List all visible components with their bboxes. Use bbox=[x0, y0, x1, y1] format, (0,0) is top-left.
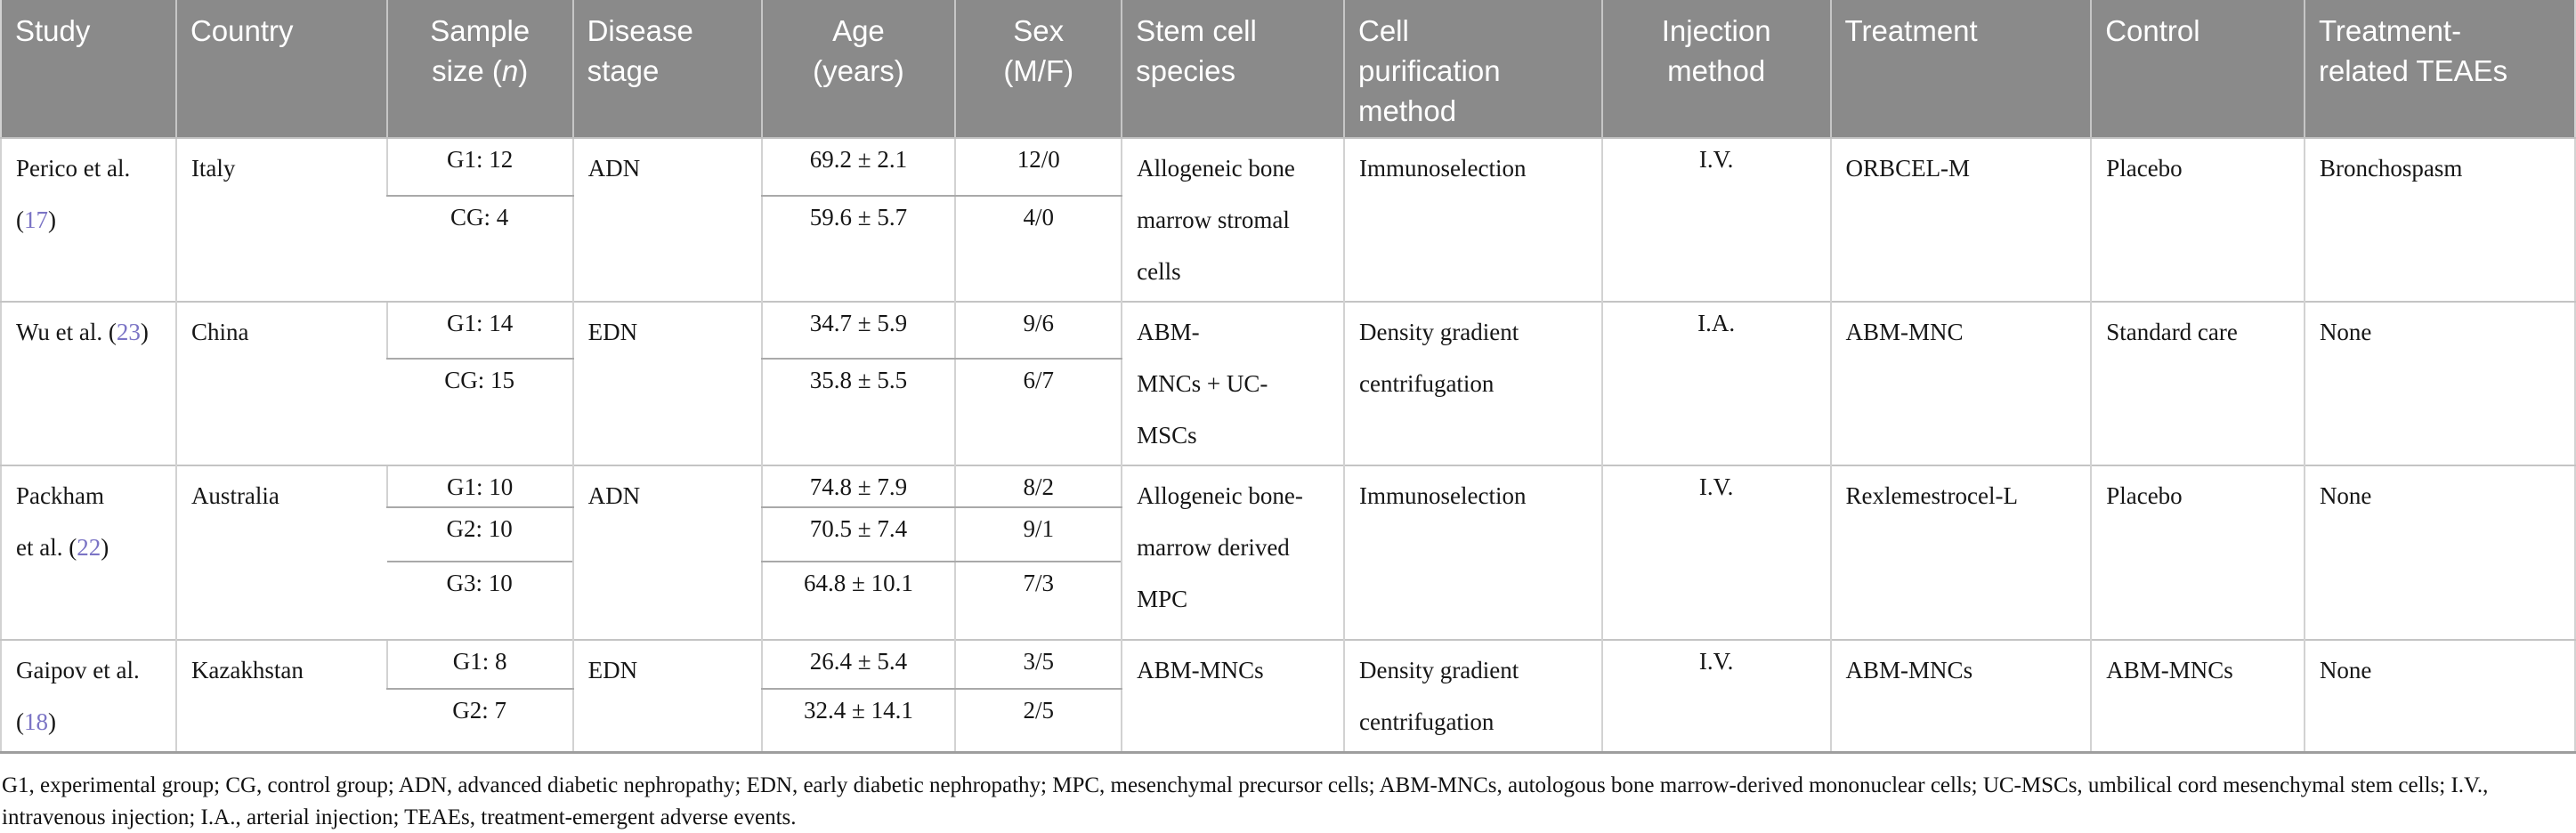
stem-cell-species-cell: Allogeneic bone- marrow derived MPC bbox=[1121, 465, 1344, 641]
header-age: Age (years) bbox=[760, 0, 956, 139]
header-injection-method: Injection method bbox=[1600, 0, 1831, 139]
clinical-studies-table: Study Country Sample size (n) Disease st… bbox=[0, 0, 2576, 755]
disease-stage-cell: ADN bbox=[571, 136, 762, 303]
header-control: Control bbox=[2090, 0, 2305, 139]
table-subrow: G3: 10 64.8 ± 10.1 7/3 bbox=[1, 562, 2575, 641]
age-cell: 34.7 ± 5.9 bbox=[760, 301, 956, 360]
country-cell: Italy bbox=[174, 136, 387, 303]
control-cell: Placebo bbox=[2090, 136, 2305, 303]
header-stem-cell-species: Stem cell species bbox=[1121, 0, 1344, 139]
header-disease-stage: Disease stage bbox=[571, 0, 762, 139]
age-cell: 69.2 ± 2.1 bbox=[760, 137, 956, 197]
age-cell: 70.5 ± 7.4 bbox=[760, 507, 956, 563]
table-header-row: Study Country Sample size (n) Disease st… bbox=[1, 0, 2575, 139]
age-cell: 35.8 ± 5.5 bbox=[760, 358, 956, 466]
disease-stage-cell: EDN bbox=[571, 301, 762, 466]
teaes-cell: None bbox=[2303, 639, 2575, 755]
country-cell: Australia bbox=[174, 465, 387, 641]
citation-link[interactable]: 23 bbox=[116, 319, 141, 346]
treatment-cell: ORBCEL-M bbox=[1829, 136, 2092, 303]
injection-cell: I.V. bbox=[1600, 639, 1831, 755]
table-row: Gaipov et al. (18) Kazakhstan G1: 8 EDN … bbox=[1, 639, 2575, 755]
header-treatment: Treatment bbox=[1829, 0, 2092, 139]
table-row: Packham et al. (22) Australia G1: 10 ADN… bbox=[1, 465, 2575, 641]
treatment-cell: Rexlemestrocel-L bbox=[1829, 465, 2092, 641]
table-subrow: G2: 7 32.4 ± 14.1 2/5 bbox=[1, 689, 2575, 755]
purification-cell: Immunoselection bbox=[1342, 465, 1602, 641]
sample-size-cell: G1: 8 bbox=[385, 639, 573, 691]
teaes-cell: None bbox=[2303, 465, 2575, 641]
disease-stage-cell: EDN bbox=[571, 639, 762, 755]
citation-link[interactable]: 17 bbox=[24, 206, 48, 234]
age-cell: 74.8 ± 7.9 bbox=[760, 465, 956, 509]
stem-cell-species-cell: ABM-MNCs bbox=[1121, 639, 1344, 755]
table-footnote: G1, experimental group; CG, control grou… bbox=[2, 773, 2489, 829]
sex-cell: 7/3 bbox=[954, 562, 1122, 641]
citation-link[interactable]: 18 bbox=[24, 708, 48, 736]
age-cell: 64.8 ± 10.1 bbox=[760, 562, 956, 641]
header-sex: Sex (M/F) bbox=[954, 0, 1122, 139]
study-cell: Packham et al. (22) bbox=[1, 465, 176, 641]
sample-size-cell: G1: 10 bbox=[385, 465, 573, 509]
header-study: Study bbox=[1, 0, 176, 139]
sample-size-cell: G3: 10 bbox=[446, 570, 513, 597]
sex-cell: 12/0 bbox=[954, 137, 1122, 197]
sample-size-cell: G2: 7 bbox=[386, 689, 573, 755]
control-cell: Standard care bbox=[2090, 301, 2305, 466]
country-cell: Kazakhstan bbox=[174, 639, 387, 755]
table-row: Perico et al. (17) Italy G1: 12 ADN 69.2… bbox=[1, 136, 2575, 303]
treatment-cell: ABM-MNCs bbox=[1829, 639, 2092, 755]
header-sample-size: Sample size (n) bbox=[385, 0, 573, 139]
citation-link[interactable]: 22 bbox=[77, 534, 101, 562]
teaes-cell: Bronchospasm bbox=[2303, 136, 2575, 303]
control-cell: ABM-MNCs bbox=[2090, 639, 2305, 755]
sample-size-cell: CG: 15 bbox=[444, 366, 515, 393]
stem-cell-species-cell: Allogeneic bone marrow stromal cells bbox=[1121, 136, 1344, 303]
control-cell: Placebo bbox=[2090, 465, 2305, 641]
sample-size-cell: CG: 4 bbox=[450, 203, 509, 230]
header-teaes: Treatment- related TEAEs bbox=[2303, 0, 2575, 139]
table-subrow: CG: 4 59.6 ± 5.7 4/0 bbox=[1, 195, 2575, 303]
injection-cell: I.V. bbox=[1600, 136, 1831, 303]
sex-cell: 6/7 bbox=[954, 358, 1122, 466]
sample-size-cell: G1: 14 bbox=[385, 301, 573, 360]
study-cell: Perico et al. (17) bbox=[1, 136, 176, 303]
age-cell: 59.6 ± 5.7 bbox=[760, 195, 956, 303]
table-subrow: G2: 10 70.5 ± 7.4 9/1 bbox=[1, 507, 2575, 563]
sex-cell: 2/5 bbox=[954, 689, 1122, 755]
table-subrow: CG: 15 35.8 ± 5.5 6/7 bbox=[1, 358, 2575, 466]
study-cell: Wu et al. (23) bbox=[1, 301, 176, 466]
purification-cell: Immunoselection bbox=[1342, 136, 1602, 303]
purification-cell: Density gradient centrifugation bbox=[1342, 301, 1602, 466]
table-row: Wu et al. (23) China G1: 14 EDN 34.7 ± 5… bbox=[1, 301, 2575, 466]
injection-cell: I.V. bbox=[1600, 465, 1831, 641]
header-country: Country bbox=[174, 0, 387, 139]
disease-stage-cell: ADN bbox=[571, 465, 762, 641]
sample-size-cell: G2: 10 bbox=[386, 507, 573, 563]
sex-cell: 4/0 bbox=[954, 195, 1122, 303]
sex-cell: 8/2 bbox=[954, 465, 1122, 509]
stem-cell-species-cell: ABM- MNCs + UC- MSCs bbox=[1121, 301, 1344, 466]
sex-cell: 9/6 bbox=[954, 301, 1122, 360]
purification-cell: Density gradient centrifugation bbox=[1342, 639, 1602, 755]
sex-cell: 3/5 bbox=[954, 639, 1122, 691]
sample-size-cell: G1: 12 bbox=[385, 137, 573, 197]
treatment-cell: ABM-MNC bbox=[1829, 301, 2092, 466]
study-cell: Gaipov et al. (18) bbox=[1, 639, 176, 755]
age-cell: 32.4 ± 14.1 bbox=[760, 689, 956, 755]
injection-cell: I.A. bbox=[1600, 301, 1831, 466]
teaes-cell: None bbox=[2303, 301, 2575, 466]
age-cell: 26.4 ± 5.4 bbox=[760, 639, 956, 691]
sex-cell: 9/1 bbox=[954, 507, 1122, 563]
header-purification-method: Cell purification method bbox=[1342, 0, 1602, 139]
country-cell: China bbox=[174, 301, 387, 466]
